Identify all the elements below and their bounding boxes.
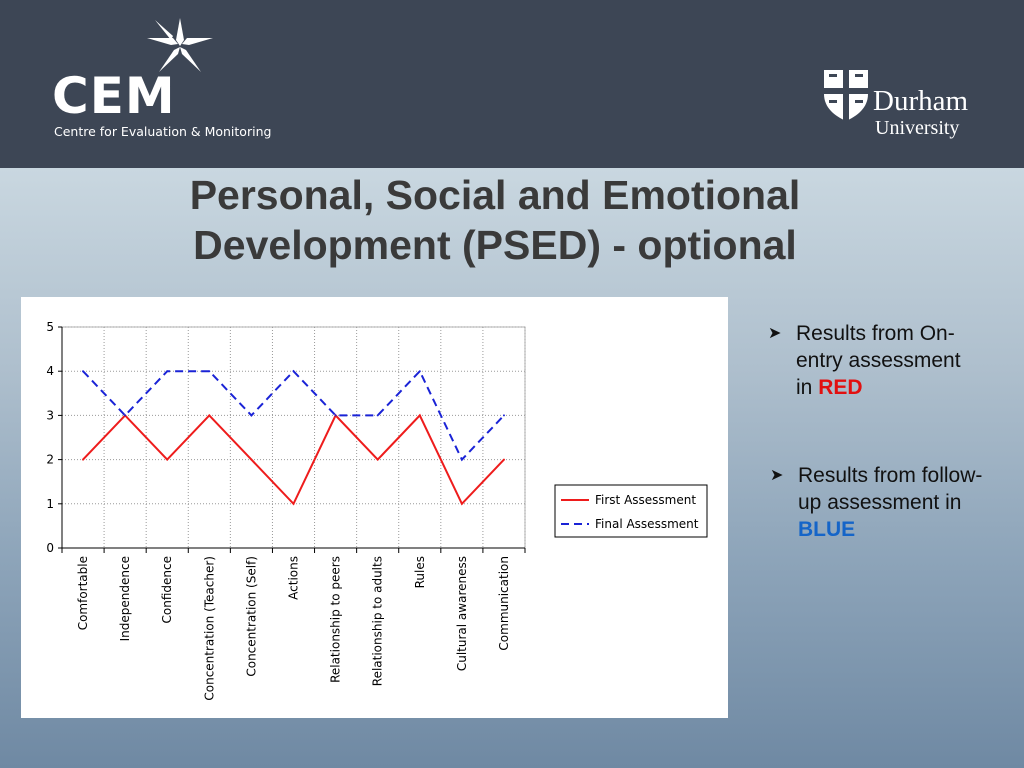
x-category-label: Concentration (Teacher) [202, 556, 216, 701]
x-category-label: Relationship to peers [329, 556, 343, 683]
x-category-label: Cultural awareness [455, 556, 469, 671]
data-point [376, 458, 379, 461]
y-tick-label: 3 [46, 408, 54, 422]
title-line-1: Personal, Social and Emotional [189, 172, 801, 218]
x-category-label: Confidence [160, 556, 174, 623]
data-point [166, 370, 169, 373]
data-point [292, 502, 295, 505]
data-point [82, 370, 85, 373]
y-tick-label: 1 [46, 497, 54, 511]
data-point [460, 458, 463, 461]
data-point [124, 414, 127, 417]
slide-title: Personal, Social and Emotional Developme… [100, 170, 890, 270]
bullet-second-line2: up assessment in [798, 491, 962, 514]
data-point [502, 414, 505, 417]
bullet-first-line3: in RED [796, 374, 961, 401]
title-line-2: Development (PSED) - optional [193, 222, 797, 268]
data-point [250, 458, 253, 461]
x-category-label: Comfortable [76, 556, 90, 630]
chart-legend [554, 484, 708, 538]
x-category-label: Independence [118, 556, 132, 641]
x-category-label: Communication [497, 556, 511, 651]
x-category-label: Relationship to adults [371, 556, 385, 686]
data-point [166, 458, 169, 461]
cem-logo-text: CEM [52, 67, 176, 125]
data-point [334, 414, 337, 417]
data-point [376, 414, 379, 417]
bullet-arrow-icon: ➤ [768, 325, 782, 342]
data-point [250, 414, 253, 417]
y-tick-label: 4 [46, 364, 54, 378]
y-tick-label: 0 [46, 541, 54, 555]
data-point [292, 370, 295, 373]
bullet-first-prefix: in [796, 376, 819, 399]
data-point [418, 414, 421, 417]
data-point [418, 370, 421, 373]
data-point [460, 502, 463, 505]
data-point [502, 458, 505, 461]
data-point [82, 458, 85, 461]
chart-panel: 0 1 2 3 4 5 Comfortable Independence Confidence C… [21, 297, 728, 718]
slide-header: CEM Centre for Evaluation & Monitoring D… [0, 0, 1024, 168]
y-tick-label: 2 [46, 453, 54, 467]
cem-star-icon [147, 18, 213, 72]
durham-name: Durham [873, 85, 969, 117]
durham-university: University [875, 117, 960, 139]
legend-label: First Assessment [595, 493, 696, 507]
bullet-second-line1: Results from follow- [798, 464, 983, 487]
data-point [208, 370, 211, 373]
cem-subtitle: Centre for Evaluation & Monitoring [54, 124, 272, 139]
legend-label: Final Assessment [595, 517, 699, 531]
x-category-label: Rules [413, 556, 427, 588]
x-category-label: Concentration (Self) [244, 556, 258, 677]
y-tick-label: 5 [46, 320, 54, 334]
blue-highlight: BLUE [798, 518, 856, 541]
bullet-first-line1: Results from On- [796, 322, 955, 345]
bullet-first-line2: entry assessment [796, 349, 961, 372]
durham-crest-icon [824, 70, 868, 121]
x-category-label: Actions [287, 556, 301, 600]
plot-area [61, 326, 526, 549]
data-point [208, 414, 211, 417]
red-highlight: RED [818, 376, 863, 399]
bullet-arrow-icon: ➤ [770, 467, 784, 484]
psed-line-chart: 0 1 2 3 4 5 Comfortable Independence Confidence C… [46, 320, 708, 701]
